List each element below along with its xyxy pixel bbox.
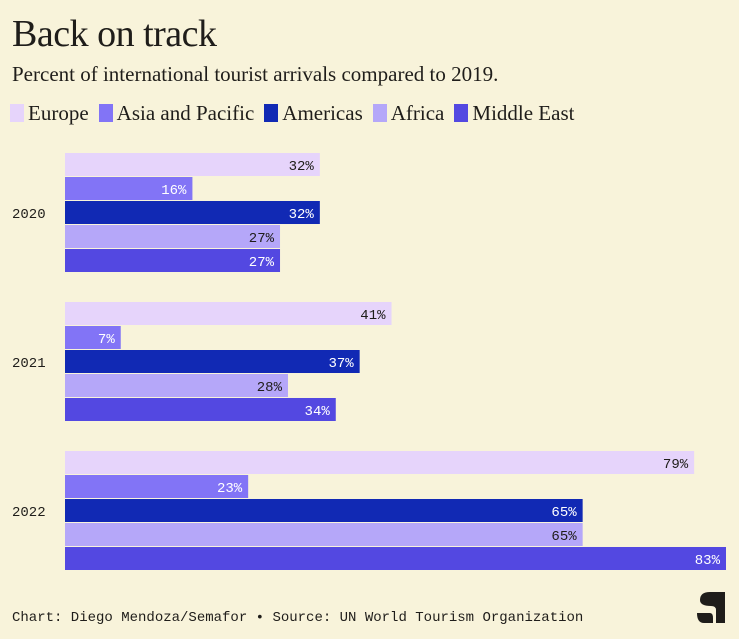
bar bbox=[65, 326, 121, 349]
bar bbox=[65, 225, 281, 248]
legend-label: Middle East bbox=[472, 101, 575, 125]
legend-label: Europe bbox=[28, 101, 89, 125]
legend-label: Africa bbox=[390, 101, 445, 125]
bar bbox=[65, 249, 281, 272]
legend-swatch bbox=[372, 104, 387, 122]
data-label: 23% bbox=[217, 481, 243, 497]
bar bbox=[65, 398, 336, 421]
semafor-logo bbox=[697, 592, 725, 623]
data-label: 37% bbox=[328, 356, 354, 372]
legend-item: Asia and Pacific bbox=[98, 99, 255, 127]
data-label: 65% bbox=[551, 529, 577, 545]
legend-label: Asia and Pacific bbox=[116, 101, 255, 125]
bar bbox=[65, 177, 193, 200]
legend-item: Africa bbox=[372, 99, 445, 127]
chart-subtitle: Percent of international tourist arrival… bbox=[12, 62, 499, 86]
bar bbox=[65, 302, 392, 325]
legend-swatch bbox=[264, 104, 279, 122]
legend-item: Americas bbox=[264, 99, 363, 127]
data-label: 16% bbox=[161, 183, 187, 199]
data-label: 41% bbox=[360, 308, 386, 324]
bar bbox=[65, 475, 249, 498]
bar bbox=[65, 547, 726, 570]
bar bbox=[65, 374, 288, 397]
data-label: 34% bbox=[305, 404, 331, 420]
category-label: 2021 bbox=[12, 356, 46, 372]
data-label: 7% bbox=[98, 332, 115, 348]
data-label: 28% bbox=[257, 380, 283, 396]
legend-item: Europe bbox=[10, 99, 89, 127]
legend-swatch bbox=[454, 104, 469, 122]
legend-swatch bbox=[10, 104, 24, 122]
legend-label: Americas bbox=[282, 101, 363, 125]
chart-title: Back on track bbox=[12, 13, 217, 55]
bar bbox=[65, 153, 320, 176]
bar bbox=[65, 350, 360, 373]
data-label: 27% bbox=[249, 231, 275, 247]
bar bbox=[65, 201, 320, 224]
footer-credit: Chart: Diego Mendoza/Semafor • Source: U… bbox=[12, 610, 584, 626]
data-label: 83% bbox=[695, 553, 721, 569]
data-label: 65% bbox=[551, 505, 577, 521]
legend-swatch bbox=[98, 104, 113, 122]
bar-chart: 2020 32% 16% 32% 27% 27% 2021 41% 7% 37% 28% 34% 202… bbox=[12, 153, 726, 570]
legend: Europe Asia and Pacific Americas Africa Midd… bbox=[10, 99, 584, 127]
category-label: 2022 bbox=[12, 505, 46, 521]
bar bbox=[65, 499, 583, 522]
bar bbox=[65, 451, 695, 474]
data-label: 32% bbox=[289, 207, 315, 223]
category-label: 2020 bbox=[12, 207, 46, 223]
data-label: 79% bbox=[663, 457, 689, 473]
data-label: 27% bbox=[249, 255, 275, 271]
data-label: 32% bbox=[289, 159, 315, 175]
bar bbox=[65, 523, 583, 546]
legend-item: Middle East bbox=[454, 99, 574, 127]
